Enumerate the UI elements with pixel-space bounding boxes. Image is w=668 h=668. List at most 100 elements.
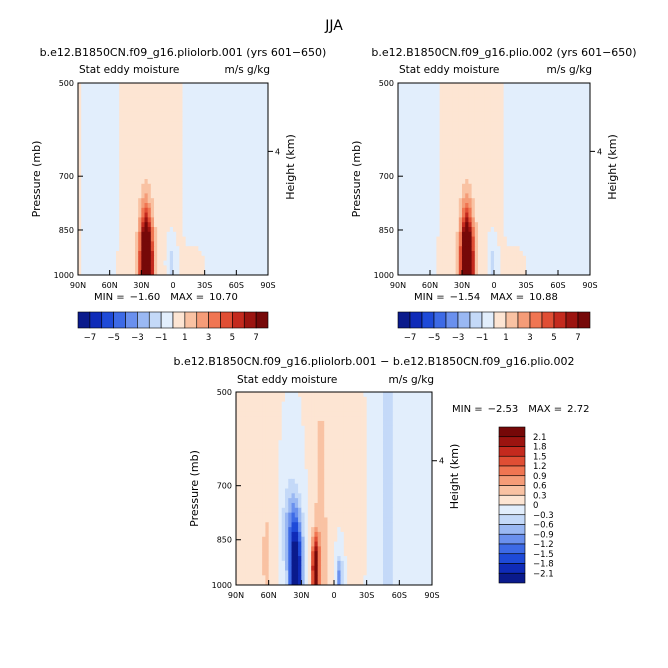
- heatmap-cell: [112, 207, 117, 213]
- heatmap-cell: [255, 140, 259, 146]
- heatmap-cell: [179, 87, 183, 93]
- heatmap-cell: [112, 145, 117, 151]
- heatmap-cell: [577, 265, 581, 271]
- heatmap-cell: [166, 97, 171, 103]
- heatmap-cell: [465, 231, 469, 237]
- heatmap-cell: [144, 179, 149, 185]
- heatmap-cell: [242, 174, 247, 180]
- heatmap-cell: [226, 270, 231, 276]
- heatmap-cell: [410, 92, 415, 98]
- heatmap-cell: [446, 270, 450, 276]
- heatmap-cell: [236, 159, 240, 165]
- heatmap-cell: [465, 164, 469, 170]
- heatmap-cell: [474, 217, 479, 223]
- heatmap-cell: [577, 241, 581, 247]
- heatmap-cell: [176, 246, 180, 252]
- heatmap-cell: [106, 207, 111, 213]
- heatmap-cell: [201, 102, 206, 108]
- heatmap-cell: [138, 188, 142, 194]
- heatmap-cell: [490, 183, 495, 189]
- heatmap-cell: [109, 83, 114, 89]
- heatmap-cell: [497, 169, 501, 175]
- heatmap-cell: [78, 164, 82, 170]
- heatmap-cell: [494, 169, 498, 175]
- heatmap-cell: [554, 207, 559, 213]
- heatmap-cell: [249, 183, 253, 189]
- heatmap-cell: [487, 121, 492, 127]
- heatmap-cell: [195, 260, 199, 266]
- heatmap-cell: [426, 131, 431, 137]
- heatmap-cell: [249, 260, 253, 266]
- heatmap-cell: [430, 126, 434, 132]
- heatmap-cell: [160, 131, 164, 137]
- heatmap-cell: [369, 392, 374, 398]
- heatmap-cell: [214, 265, 218, 271]
- heatmap-cell: [426, 265, 431, 271]
- heatmap-cell: [529, 212, 533, 218]
- heatmap-cell: [410, 255, 415, 261]
- heatmap-cell: [185, 212, 190, 218]
- heatmap-cell: [81, 255, 85, 261]
- heatmap-cell: [119, 102, 123, 108]
- heatmap-cell: [474, 212, 479, 218]
- heatmap-cell: [516, 270, 520, 276]
- heatmap-cell: [577, 217, 581, 223]
- heatmap-cell: [481, 183, 485, 189]
- heatmap-cell: [311, 392, 315, 398]
- heatmap-cell: [420, 255, 424, 261]
- heatmap-cell: [81, 107, 85, 113]
- heatmap-cell: [125, 121, 130, 127]
- heatmap-cell: [163, 246, 168, 252]
- heatmap-cell: [258, 121, 263, 127]
- heatmap-cell: [87, 87, 92, 93]
- heatmap-cell: [407, 169, 412, 175]
- heatmap-cell: [465, 97, 469, 103]
- colorbar: −7 −5 −3 −1 1 3 5 7: [397, 311, 591, 343]
- heatmap-cell: [188, 150, 193, 156]
- heatmap-cell: [468, 92, 472, 98]
- heatmap-cell: [465, 87, 469, 93]
- heatmap-cell: [192, 87, 196, 93]
- heatmap-cell: [404, 231, 408, 237]
- heatmap-cell: [264, 126, 269, 132]
- heatmap-cell: [154, 231, 158, 237]
- heatmap-cell: [87, 97, 92, 103]
- heatmap-cell: [261, 83, 266, 89]
- heatmap-cell: [249, 179, 253, 185]
- heatmap-cell: [500, 255, 504, 261]
- heatmap-cell: [195, 135, 199, 141]
- heatmap-cell: [410, 107, 415, 113]
- heatmap-cell: [455, 270, 460, 276]
- heatmap-cell: [414, 260, 418, 266]
- heatmap-cell: [163, 116, 168, 122]
- heatmap-cell: [182, 207, 187, 213]
- heatmap-cell: [458, 111, 463, 117]
- heatmap-cell: [179, 164, 183, 170]
- heatmap-cell: [207, 121, 212, 127]
- heatmap-cell: [214, 246, 218, 252]
- heatmap-cell: [220, 183, 225, 189]
- heatmap-cell: [526, 217, 530, 223]
- heatmap-cell: [420, 121, 424, 127]
- heatmap-cell: [538, 217, 543, 223]
- heatmap-cell: [125, 231, 130, 237]
- heatmap-cell: [157, 260, 161, 266]
- heatmap-cell: [204, 102, 209, 108]
- heatmap-cell: [439, 198, 444, 204]
- heatmap-cell: [207, 183, 212, 189]
- heatmap-cell: [255, 236, 259, 242]
- heatmap-cell: [526, 131, 530, 137]
- heatmap-cell: [513, 231, 517, 237]
- heatmap-cell: [580, 188, 584, 194]
- heatmap-cell: [211, 227, 215, 233]
- heatmap-cell: [195, 169, 199, 175]
- heatmap-cell: [490, 107, 495, 113]
- heatmap-cell: [182, 246, 187, 252]
- heatmap-cell: [487, 241, 492, 247]
- heatmap-cell: [458, 179, 463, 185]
- heatmap-cell: [570, 135, 575, 141]
- heatmap-cell: [404, 145, 408, 151]
- heatmap-cell: [195, 155, 199, 161]
- heatmap-cell: [233, 107, 237, 113]
- heatmap-cell: [138, 246, 142, 252]
